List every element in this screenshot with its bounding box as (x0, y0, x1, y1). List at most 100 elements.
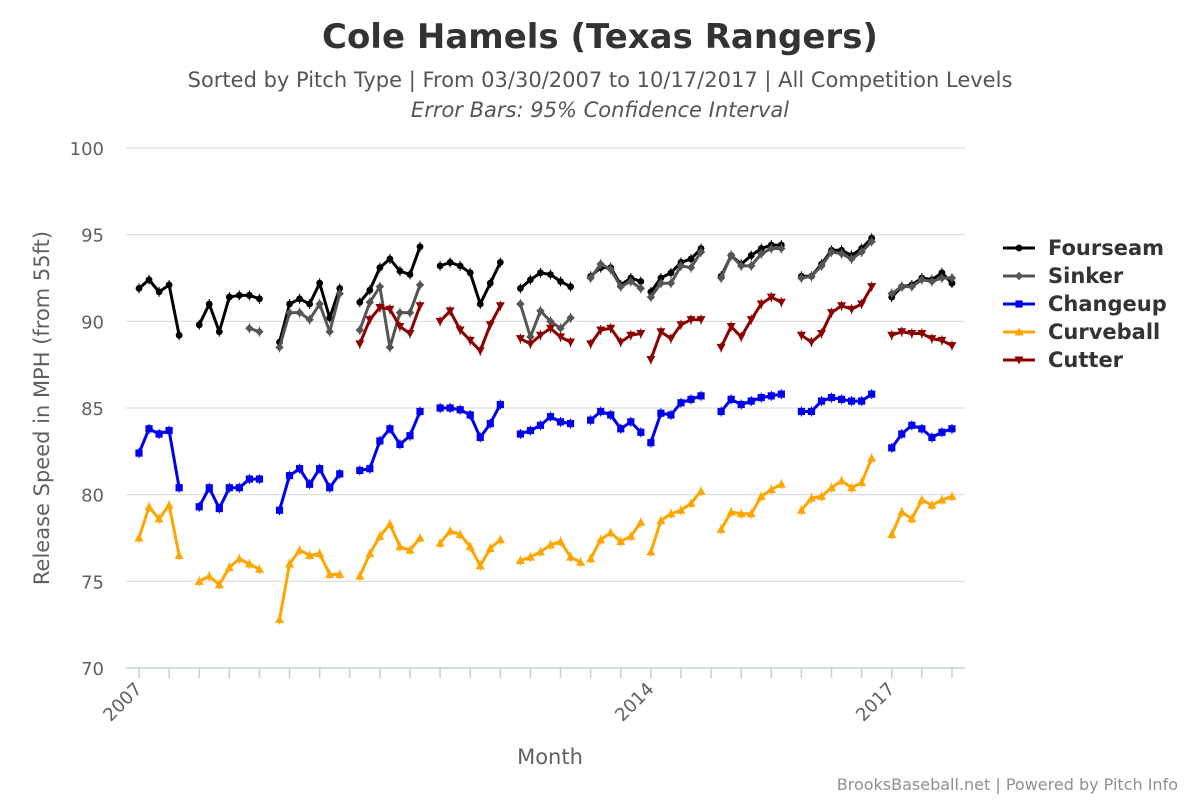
data-point (135, 449, 143, 457)
data-point (225, 484, 233, 492)
data-point (757, 394, 765, 402)
data-point (406, 432, 414, 440)
data-point (626, 331, 636, 340)
legend-label: Fourseam (1048, 236, 1164, 260)
data-point (867, 283, 877, 292)
data-point (336, 285, 344, 292)
data-point (366, 286, 374, 294)
data-point (566, 552, 576, 561)
data-point (527, 276, 534, 284)
series-line (649, 490, 703, 553)
data-point (435, 317, 445, 326)
data-point (797, 273, 806, 283)
data-point (215, 504, 223, 513)
data-point (636, 517, 646, 526)
data-point (637, 278, 645, 285)
data-point (586, 340, 596, 349)
data-point (867, 453, 877, 462)
data-point (736, 333, 746, 342)
data-point (456, 406, 464, 414)
data-point (395, 323, 405, 332)
data-point (797, 407, 806, 416)
x-axis: 2007 2014 2017 (99, 667, 965, 726)
data-point (255, 475, 264, 483)
data-point (948, 279, 956, 287)
data-point (696, 316, 706, 325)
data-point (486, 420, 494, 428)
grid-lines (126, 147, 965, 669)
legend-item-cutter: Cutter (1003, 348, 1124, 372)
data-point (847, 397, 856, 405)
data-point (486, 279, 494, 287)
data-point (687, 255, 695, 263)
data-point (285, 559, 295, 568)
data-point (596, 326, 606, 335)
legend-label: Cutter (1048, 348, 1124, 372)
data-point (716, 273, 726, 283)
data-point (858, 397, 866, 405)
data-point (908, 421, 916, 429)
data-point (175, 331, 183, 339)
data-point (375, 282, 385, 291)
data-point (566, 420, 575, 428)
data-point (557, 278, 564, 285)
data-point (806, 338, 816, 347)
data-point (495, 302, 505, 311)
data-point (677, 399, 685, 407)
data-point (897, 507, 907, 516)
data-point (396, 440, 404, 448)
data-point (496, 259, 504, 266)
data-point (566, 338, 576, 347)
data-point (415, 302, 425, 311)
data-point (515, 335, 525, 344)
data-point (827, 309, 837, 318)
data-point (927, 277, 937, 286)
data-point (416, 407, 424, 416)
data-point (385, 305, 395, 314)
series-line (278, 548, 340, 620)
data-point (888, 444, 896, 452)
data-point (525, 552, 535, 561)
data-point (817, 261, 826, 271)
series-cutter (355, 281, 957, 365)
data-point (676, 321, 686, 330)
data-point (256, 295, 263, 303)
data-point (285, 472, 294, 480)
data-point (415, 533, 425, 542)
data-point (536, 306, 545, 316)
data-point (165, 426, 173, 435)
data-point (456, 262, 464, 270)
data-point (737, 400, 745, 409)
data-point (917, 329, 927, 338)
data-point (918, 425, 926, 433)
data-point (636, 284, 646, 293)
data-point (757, 245, 765, 252)
data-point (436, 262, 444, 270)
y-tick-label: 90 (81, 312, 104, 333)
data-point (395, 308, 405, 317)
data-point (686, 498, 696, 507)
data-point (716, 343, 726, 352)
data-point (776, 298, 786, 307)
data-point (586, 273, 595, 283)
series-line (801, 237, 873, 278)
data-point (927, 335, 937, 344)
data-point (837, 395, 846, 403)
data-point (476, 433, 484, 442)
data-point (296, 295, 303, 303)
data-point (326, 484, 334, 492)
data-point (316, 465, 324, 473)
data-point (948, 425, 956, 433)
data-point (816, 491, 826, 500)
data-point (616, 338, 626, 347)
credit-text: BrooksBaseball.net | Powered by Pitch In… (837, 775, 1178, 794)
data-point (164, 500, 174, 509)
y-tick-label: 75 (81, 572, 104, 593)
data-point (1014, 271, 1024, 281)
series-curveball (134, 453, 957, 625)
data-point (747, 397, 755, 405)
data-point (817, 397, 826, 405)
data-point (666, 335, 676, 344)
data-point (757, 249, 766, 258)
data-point (535, 547, 545, 556)
